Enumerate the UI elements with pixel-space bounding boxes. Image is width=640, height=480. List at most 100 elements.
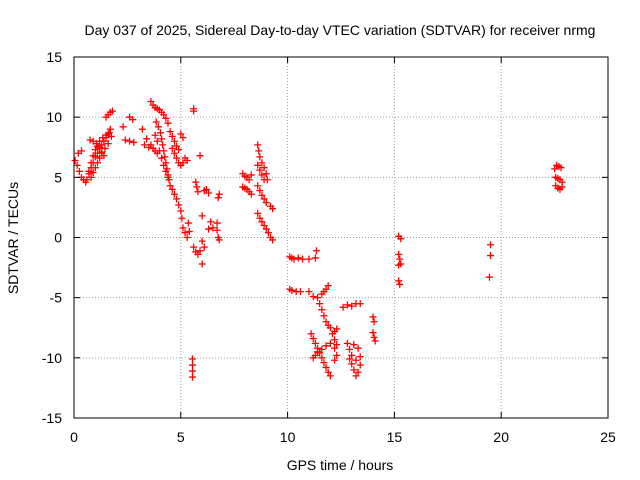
data-point — [189, 373, 197, 381]
data-point — [339, 303, 347, 311]
data-point — [107, 132, 115, 140]
data-point — [264, 229, 272, 237]
data-point — [316, 300, 324, 308]
data-point — [396, 255, 404, 263]
data-point — [170, 149, 178, 157]
data-point — [322, 363, 330, 371]
data-point — [152, 118, 160, 126]
data-point — [333, 325, 341, 333]
data-point — [106, 125, 114, 133]
data-point — [75, 167, 83, 175]
data-point — [205, 225, 213, 233]
data-point — [258, 218, 266, 226]
data-point — [326, 339, 334, 347]
data-point — [331, 336, 339, 344]
data-point — [395, 250, 403, 258]
data-point — [247, 171, 255, 179]
data-point — [269, 205, 277, 213]
data-point — [129, 116, 137, 124]
data-point — [177, 130, 185, 138]
data-points — [71, 98, 566, 381]
data-point — [296, 288, 304, 296]
data-point — [324, 282, 332, 290]
data-point — [198, 212, 206, 220]
data-point — [194, 188, 202, 196]
data-point — [143, 135, 151, 143]
data-point — [184, 219, 192, 227]
data-point — [557, 164, 565, 172]
data-point — [179, 134, 187, 142]
data-point — [396, 280, 404, 288]
data-point — [119, 123, 127, 131]
data-point — [147, 98, 155, 106]
data-point — [170, 137, 178, 145]
data-point — [322, 285, 330, 293]
data-point — [104, 140, 112, 148]
data-point — [93, 159, 101, 167]
data-point — [322, 318, 330, 326]
data-point — [346, 355, 354, 363]
data-point — [311, 254, 319, 262]
data-point — [213, 219, 221, 227]
data-point — [324, 368, 332, 376]
data-point — [247, 190, 255, 198]
data-point — [320, 312, 328, 320]
data-point — [209, 224, 217, 232]
data-point — [177, 207, 185, 215]
data-point — [85, 167, 93, 175]
data-point — [318, 345, 326, 353]
data-point — [151, 131, 159, 139]
y-axis-label: SDTVAR / TECUs — [5, 182, 21, 294]
data-point — [254, 141, 262, 149]
data-point — [256, 166, 264, 174]
data-point — [311, 339, 319, 347]
data-point — [164, 173, 172, 181]
data-point — [130, 138, 138, 146]
data-point — [346, 345, 354, 353]
data-point — [178, 214, 186, 222]
data-point — [326, 324, 334, 332]
data-point — [71, 156, 79, 164]
data-point — [192, 178, 200, 186]
data-point — [288, 286, 296, 294]
data-point — [166, 182, 174, 190]
data-point — [77, 147, 85, 155]
y-tick-label: 5 — [54, 169, 62, 185]
data-point — [260, 195, 268, 203]
data-point — [354, 344, 362, 352]
data-point — [343, 339, 351, 347]
data-point — [262, 199, 270, 207]
data-point — [397, 235, 405, 243]
data-point — [352, 356, 360, 364]
data-point — [175, 201, 183, 209]
data-point — [258, 191, 266, 199]
data-point — [147, 141, 155, 149]
data-point — [369, 329, 377, 337]
y-tick-label: -15 — [42, 410, 62, 426]
data-point — [140, 141, 148, 149]
data-point — [73, 161, 81, 169]
data-point — [487, 252, 495, 260]
data-point — [170, 190, 178, 198]
data-point — [294, 254, 302, 262]
data-point — [198, 237, 206, 245]
data-point — [307, 330, 315, 338]
data-point — [202, 185, 210, 193]
data-point — [326, 372, 334, 380]
data-point — [168, 144, 176, 152]
data-point — [161, 153, 169, 161]
data-point — [311, 351, 319, 359]
data-point — [179, 224, 187, 232]
data-point — [200, 243, 208, 251]
data-point — [309, 335, 317, 343]
data-point — [183, 234, 191, 241]
data-point — [159, 141, 167, 149]
data-point — [262, 170, 270, 178]
data-point — [309, 292, 317, 300]
x-tick-label: 15 — [387, 429, 403, 445]
axis-ticks: 0 5 10 15 20 25 -15 -10 -5 0 5 10 15 — [42, 49, 616, 445]
data-point — [105, 129, 113, 137]
data-point — [260, 221, 268, 229]
data-point — [189, 361, 197, 369]
